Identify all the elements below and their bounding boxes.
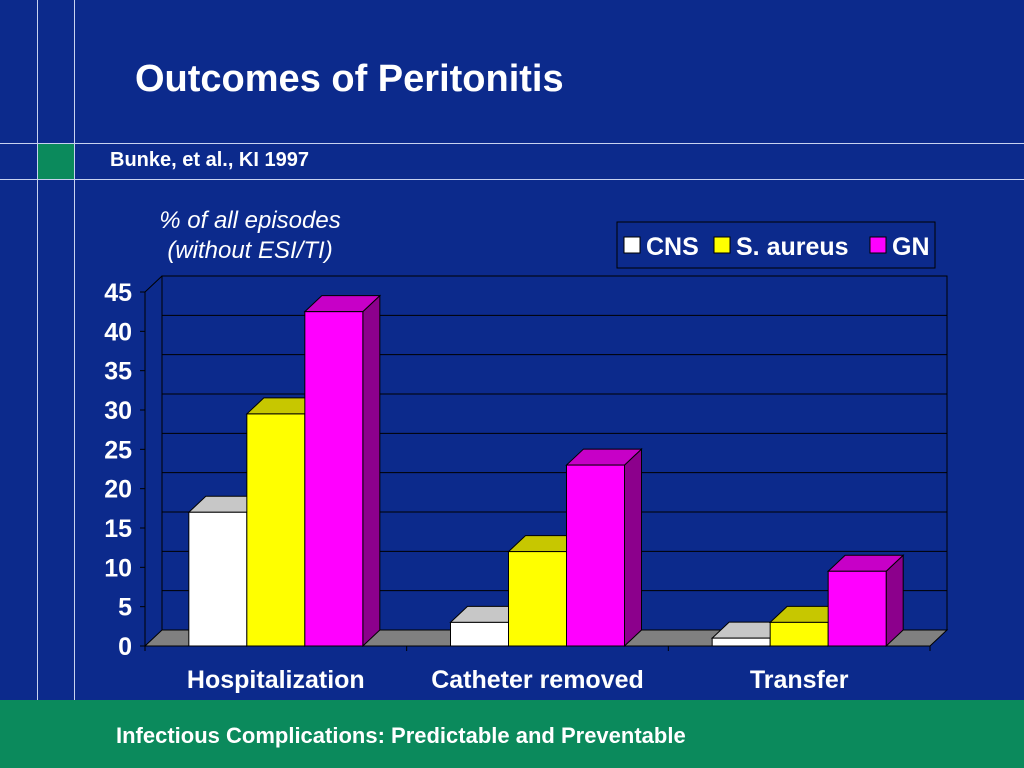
legend-swatch-gn	[869, 236, 887, 254]
legend-swatch-s-aureus	[713, 236, 731, 254]
bar-cns-1	[450, 621, 509, 647]
bar-s-aureus-1	[508, 551, 567, 647]
bar-cns-2	[711, 637, 771, 647]
bar-gn-0	[304, 311, 364, 647]
x-tick-label: Transfer	[750, 666, 849, 694]
bar-cns-0	[188, 511, 248, 647]
legend-label-s-aureus: S. aureus	[736, 233, 849, 261]
bar-s-aureus-0	[246, 413, 306, 647]
bottom-rule	[0, 179, 1024, 180]
y-tick-label: 25	[104, 436, 132, 464]
y-tick-label: 5	[118, 594, 132, 622]
y-tick-label: 45	[104, 279, 132, 307]
left-rule-inner	[74, 0, 75, 700]
y-tick-label: 35	[104, 358, 132, 386]
footer-band: Infectious Complications: Predictable an…	[0, 700, 1024, 768]
side-wall-edge	[144, 275, 163, 293]
y-axis-label-line-1: % of all episodes	[159, 207, 340, 234]
bar-side-gn-1	[624, 447, 642, 648]
bar-chart: % of all episodes (without ESI/TI) 0 5 10 1…	[104, 207, 949, 694]
bar-gn-1	[566, 464, 625, 647]
y-tick-label: 40	[104, 318, 132, 346]
bar-side-gn-0	[362, 294, 381, 648]
x-tick-label: Catheter removed	[431, 666, 644, 694]
footer-text: Infectious Complications: Predictable an…	[116, 723, 686, 748]
legend-label-gn: GN	[892, 233, 930, 261]
top-rule	[0, 143, 1024, 144]
x-tick-label: Hospitalization	[187, 666, 365, 694]
left-rule-outer	[37, 0, 38, 700]
bar-gn-2	[827, 570, 887, 647]
y-tick-label: 30	[104, 397, 132, 425]
bar-s-aureus-2	[769, 621, 829, 647]
y-tick-label: 20	[104, 476, 132, 504]
y-tick-label: 10	[104, 554, 132, 582]
legend-swatch-cns	[623, 236, 641, 254]
accent-square	[38, 144, 74, 179]
legend-label-cns: CNS	[646, 233, 699, 261]
y-tick-label: 0	[118, 633, 132, 661]
y-tick-label: 15	[104, 515, 132, 543]
slide-title: Outcomes of Peritonitis	[135, 58, 564, 100]
slide-subtitle: Bunke, et al., KI 1997	[110, 149, 309, 171]
y-axis-label-line-2: (without ESI/TI)	[167, 237, 332, 264]
